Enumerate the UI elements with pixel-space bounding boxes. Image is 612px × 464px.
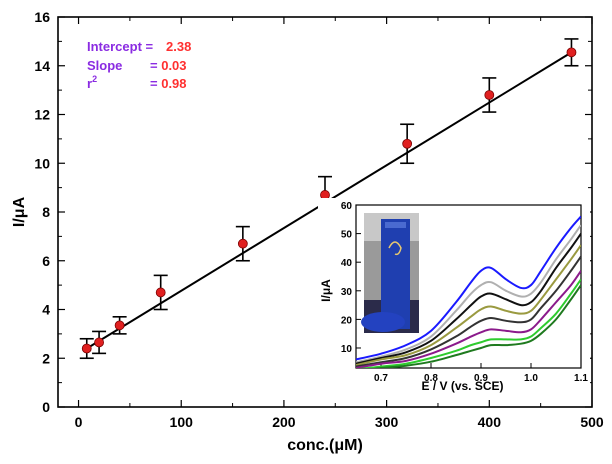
y-tick-label: 8 bbox=[42, 204, 50, 220]
x-tick-label: 0 bbox=[75, 414, 83, 430]
inset-x-tick-label: 0.8 bbox=[424, 373, 438, 384]
inset-y-axis-label: I/μA bbox=[319, 279, 333, 302]
voltammogram-curve bbox=[371, 284, 581, 368]
electrode-blob bbox=[361, 312, 405, 332]
inset-y-tick-label: 50 bbox=[341, 230, 353, 241]
voltammogram-curve bbox=[359, 278, 581, 368]
inset-y-tick-label: 60 bbox=[341, 201, 353, 212]
x-axis-label: conc.(μM) bbox=[287, 437, 363, 454]
data-point bbox=[237, 238, 248, 249]
data-point bbox=[81, 343, 92, 354]
inset-y-tick-label: 30 bbox=[341, 287, 353, 298]
data-point bbox=[566, 47, 577, 58]
annotation-label: Intercept = bbox=[87, 39, 154, 54]
annotation-value: = 0.98 bbox=[150, 76, 187, 91]
y-tick-label: 2 bbox=[42, 350, 50, 366]
electrode-sensor-mark bbox=[388, 241, 402, 256]
data-point bbox=[402, 138, 413, 149]
voltammogram-curve bbox=[356, 244, 581, 367]
voltammogram-curve bbox=[356, 255, 581, 368]
annotation-label: r2 bbox=[87, 74, 97, 91]
annotation-value: = 0.03 bbox=[150, 58, 187, 73]
y-tick-label: 10 bbox=[34, 155, 50, 171]
x-tick-label: 500 bbox=[580, 414, 604, 430]
inset-x-axis-label: E / V (vs. SCE) bbox=[421, 379, 503, 393]
y-tick-label: 6 bbox=[42, 253, 50, 269]
electrode-photo bbox=[361, 213, 419, 333]
inset-curves bbox=[356, 215, 581, 368]
y-tick-label: 14 bbox=[34, 58, 50, 74]
y-tick-label: 12 bbox=[34, 107, 50, 123]
data-point bbox=[155, 287, 166, 298]
voltammogram-curve bbox=[356, 233, 581, 365]
inset-x-tick-label: 1.1 bbox=[574, 373, 588, 384]
inset-y-tick-label: 10 bbox=[341, 344, 353, 355]
y-tick-label: 16 bbox=[34, 9, 50, 25]
annotation-value: 2.38 bbox=[166, 39, 191, 54]
electrode-top bbox=[385, 222, 406, 228]
data-point bbox=[94, 337, 104, 348]
y-axis-label: I/μA bbox=[11, 196, 28, 227]
x-tick-label: 100 bbox=[170, 414, 194, 430]
data-point bbox=[114, 320, 125, 331]
inset-chart: 0.7 0.8 0.9 1.0 1.1 10 20 30 40 50 60 E / V (vs. SC… bbox=[318, 198, 590, 394]
voltammogram-curve bbox=[356, 224, 581, 364]
x-tick-label: 200 bbox=[272, 414, 296, 430]
voltammogram-curve bbox=[356, 270, 581, 368]
inset-x-tick-label: 0.9 bbox=[474, 373, 488, 384]
voltammogram-curve bbox=[356, 215, 581, 361]
inset-y-tick-label: 20 bbox=[341, 315, 353, 326]
y-tick-label: 4 bbox=[42, 302, 50, 318]
y-tick-label: 0 bbox=[42, 399, 50, 415]
x-tick-label: 300 bbox=[375, 414, 399, 430]
inset-y-tick-label: 40 bbox=[341, 258, 353, 269]
x-tick-label: 400 bbox=[478, 414, 502, 430]
inset-x-tick-label: 0.7 bbox=[374, 373, 388, 384]
annotation-label: Slope bbox=[87, 58, 122, 73]
data-point bbox=[484, 90, 495, 100]
inset-x-tick-label: 1.0 bbox=[524, 373, 538, 384]
electrode-strip bbox=[381, 219, 410, 329]
